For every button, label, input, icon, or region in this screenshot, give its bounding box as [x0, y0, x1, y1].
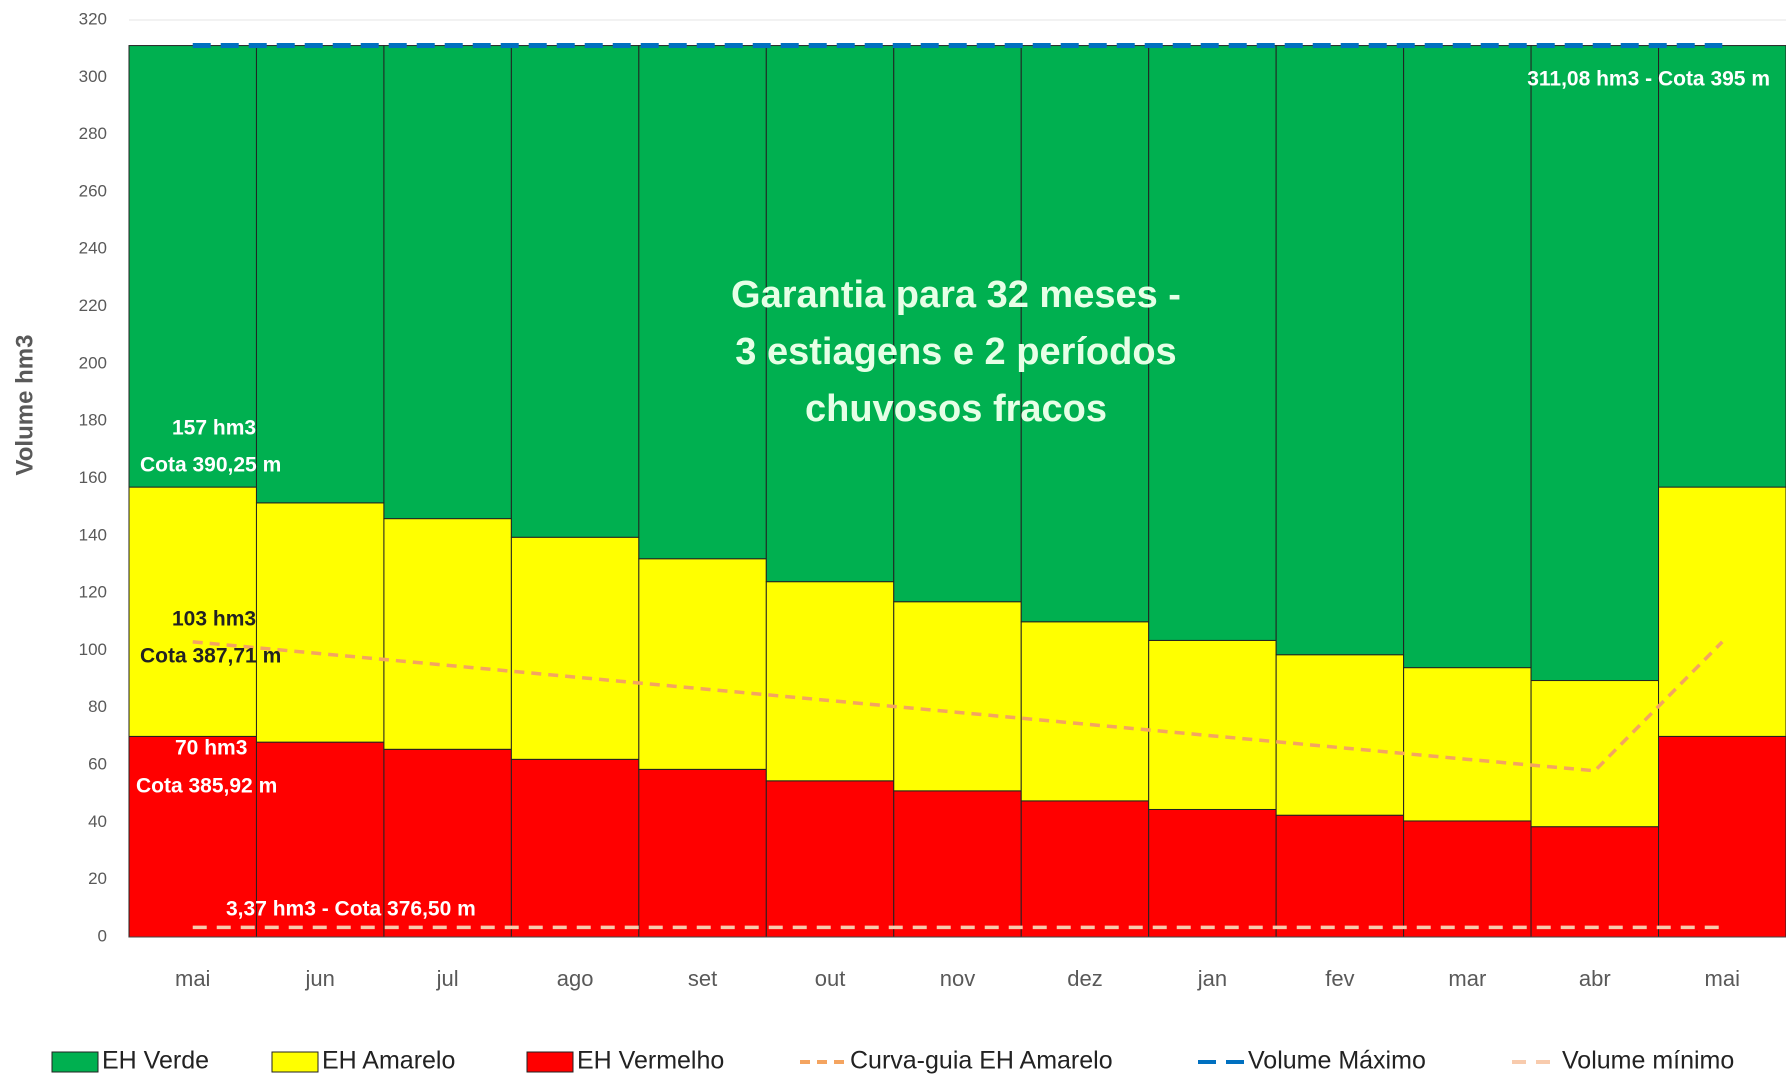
bar-segment: [128, 486, 257, 737]
bar-segment: [383, 518, 512, 750]
bar-segment: [255, 741, 385, 938]
legend-swatch: [271, 1051, 319, 1073]
y-tick-label: 320: [79, 9, 107, 28]
y-tick-label: 300: [79, 67, 107, 86]
y-tick-label: 260: [79, 181, 107, 200]
bar-segment: [1020, 800, 1150, 938]
bar-segment: [765, 581, 895, 782]
legend-item: EH Vermelho: [526, 1047, 724, 1075]
y-tick-label: 40: [88, 812, 107, 831]
bar-segment: [1403, 45, 1532, 669]
bar-segment: [128, 45, 257, 488]
legend-item: EH Verde: [51, 1047, 209, 1075]
x-tick-label: jun: [305, 966, 335, 991]
annotation: 3,37 hm3 - Cota 376,50 m: [226, 898, 476, 921]
y-tick-label: 180: [79, 411, 107, 430]
bar-segment: [1530, 45, 1660, 682]
legend-label: EH Verde: [102, 1047, 209, 1075]
bar-segment: [510, 536, 640, 760]
bar-segment: [1658, 735, 1786, 938]
x-tick-label: fev: [1325, 966, 1354, 991]
bar-segment: [255, 502, 385, 743]
bar-segment: [893, 601, 1022, 792]
bar-segment: [893, 45, 1022, 603]
x-tick-label: mar: [1448, 966, 1486, 991]
legend-item: Volume mínimo: [1512, 1047, 1734, 1075]
y-tick-label: 120: [79, 583, 107, 602]
y-tick-label: 0: [98, 926, 107, 945]
bar-segment: [1530, 680, 1660, 828]
legend-item: Curva-guia EH Amarelo: [800, 1047, 1113, 1075]
bar-segment: [1403, 820, 1532, 938]
bar-segment: [383, 45, 512, 520]
annotation: 157 hm3: [172, 417, 256, 440]
x-tick-label: jan: [1197, 966, 1227, 991]
x-tick-label: mai: [175, 966, 210, 991]
y-tick-label: 140: [79, 525, 107, 544]
legend-swatch: [526, 1051, 574, 1073]
bar-segment: [893, 790, 1022, 938]
y-tick-label: 80: [88, 697, 107, 716]
annotation: 70 hm3: [175, 737, 247, 760]
center-text: chuvosos fracos: [805, 388, 1107, 430]
x-tick-label: abr: [1579, 966, 1611, 991]
bar-segment: [1403, 667, 1532, 822]
y-tick-label: 20: [88, 869, 107, 888]
legend-item: Volume Máximo: [1198, 1047, 1426, 1075]
annotation: 311,08 hm3 - Cota 395 m: [1527, 68, 1770, 91]
x-tick-label: mai: [1705, 966, 1740, 991]
bar-segment: [1658, 45, 1786, 488]
center-text: 3 estiagens e 2 períodos: [735, 331, 1176, 373]
bar-segment: [1020, 45, 1150, 623]
bar-segment: [1148, 45, 1277, 641]
y-tick-label: 220: [79, 296, 107, 315]
y-tick-label: 160: [79, 468, 107, 487]
legend-label: Volume mínimo: [1562, 1047, 1734, 1075]
y-tick-label: 200: [79, 353, 107, 372]
x-tick-label: out: [815, 966, 846, 991]
bar-segment: [765, 780, 895, 938]
x-tick-label: set: [688, 966, 717, 991]
line-series: [192, 640, 1724, 773]
bar-segment: [1148, 808, 1277, 938]
bar-segment: [510, 45, 640, 538]
y-tick-label: 100: [79, 640, 107, 659]
annotation: Cota 387,71 m: [140, 645, 281, 668]
x-tick-label: ago: [557, 966, 594, 991]
legend-label: EH Amarelo: [322, 1047, 455, 1075]
bar-segment: [1275, 45, 1405, 656]
bar-segment: [255, 45, 385, 504]
y-tick-label: 60: [88, 755, 107, 774]
bar-segment: [510, 758, 640, 938]
bar-segment: [1658, 486, 1786, 737]
bar-segment: [638, 768, 767, 938]
x-tick-label: jul: [436, 966, 459, 991]
annotation: Cota 390,25 m: [140, 454, 281, 477]
annotation: 103 hm3: [172, 608, 256, 631]
bar-segment: [1275, 814, 1405, 938]
annotation: Cota 385,92 m: [136, 775, 277, 798]
x-tick-label: dez: [1067, 966, 1102, 991]
bar-segment: [638, 45, 767, 560]
bar-segment: [1275, 654, 1405, 816]
bar-segment: [638, 558, 767, 770]
legend-item: EH Amarelo: [271, 1047, 455, 1075]
center-text: Garantia para 32 meses -: [731, 274, 1181, 316]
bar-segment: [1530, 826, 1660, 938]
legend-label: EH Vermelho: [577, 1047, 724, 1075]
bar-segment: [1020, 621, 1150, 802]
y-tick-label: 280: [79, 124, 107, 143]
legend-swatch: [51, 1051, 99, 1073]
bar-segment: [1148, 639, 1277, 810]
bar-segment: [128, 735, 257, 938]
y-axis-label: Volume hm3: [11, 335, 38, 476]
x-tick-label: nov: [940, 966, 975, 991]
y-tick-label: 240: [79, 239, 107, 258]
legend-label: Volume Máximo: [1248, 1047, 1426, 1075]
bar-segment: [765, 45, 895, 583]
legend-label: Curva-guia EH Amarelo: [850, 1047, 1113, 1075]
